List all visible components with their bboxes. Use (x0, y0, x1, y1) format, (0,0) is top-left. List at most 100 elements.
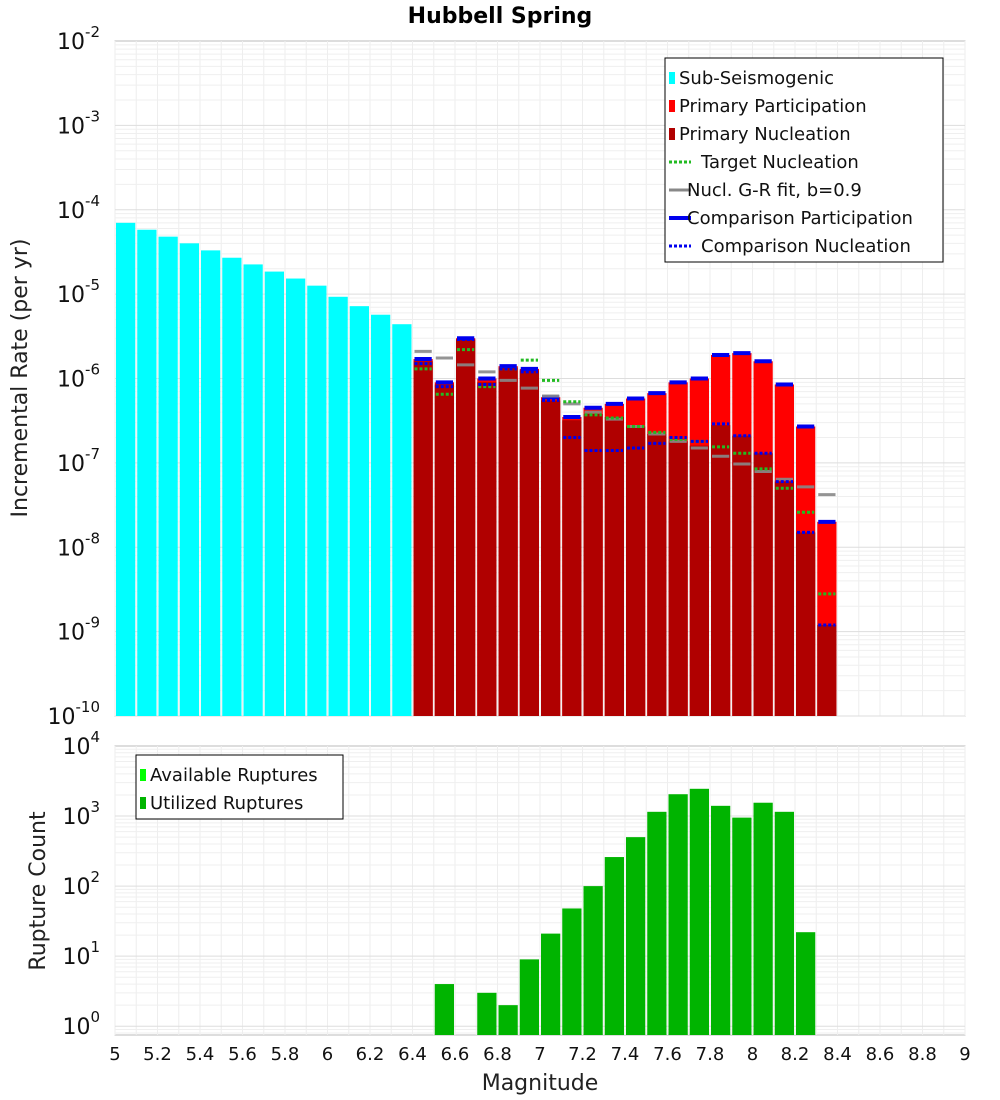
legend-item: Sub-Seismogenic (669, 68, 834, 89)
bar (583, 886, 603, 1035)
bar (562, 908, 582, 1035)
bar (307, 285, 327, 716)
legend-swatch (669, 72, 675, 84)
bar (668, 441, 688, 716)
x-tick-label: 5.6 (228, 1044, 257, 1065)
bar (541, 400, 561, 716)
legend-label: Sub-Seismogenic (679, 68, 834, 89)
x-tick-label: 8.6 (866, 1044, 895, 1065)
x-tick-label: 8.8 (908, 1044, 937, 1065)
top-bars (116, 222, 837, 717)
x-tick-label: 5.2 (143, 1044, 172, 1065)
y-tick-label: 10-9 (57, 614, 100, 646)
bar (668, 794, 688, 1035)
legend-item: Comparison Participation (669, 208, 913, 229)
bar (583, 413, 603, 716)
legend-label: Target Nucleation (700, 152, 859, 173)
bar (286, 278, 306, 716)
bar (519, 370, 539, 716)
x-tick-label: 7.6 (653, 1044, 682, 1065)
bar (264, 271, 284, 716)
bar (434, 384, 454, 716)
bar (456, 339, 476, 716)
x-tick-label: 9 (959, 1044, 970, 1065)
y-tick-label: 10-7 (57, 445, 100, 477)
legend-label: Primary Nucleation (679, 124, 851, 145)
top-y-ticks: 10-10 10-9 10-8 10-7 10-6 10-5 10-4 10-3 10-2 (48, 23, 101, 730)
x-tick-label: 7.4 (611, 1044, 640, 1065)
legend-swatch (669, 128, 675, 140)
x-tick-label: 6.2 (356, 1044, 385, 1065)
legend-item: Target Nucleation (669, 152, 859, 173)
bar (477, 992, 497, 1035)
y-tick-label: 10-2 (57, 23, 100, 55)
y-tick-label: 10-8 (57, 529, 100, 561)
y-tick-label: 10-10 (48, 698, 101, 730)
x-ticks: 5 5.2 5.4 5.6 5.8 6 6.2 6.4 6.6 6.8 7 7.2 7.4 7.6 7.8 8… (109, 1044, 970, 1065)
x-tick-label: 7.2 (568, 1044, 597, 1065)
top-legend: Sub-Seismogenic Primary Participation Prim… (664, 57, 944, 263)
bar (498, 367, 518, 716)
bar (137, 229, 157, 717)
bar (222, 257, 242, 716)
bar (477, 382, 497, 716)
bar (179, 243, 199, 717)
x-tick-label: 5.8 (271, 1044, 300, 1065)
x-tick-label: 6.8 (483, 1044, 512, 1065)
bar (392, 324, 412, 716)
x-tick-label: 6.6 (441, 1044, 470, 1065)
bar (796, 932, 816, 1035)
bar (328, 296, 348, 716)
bar (711, 805, 731, 1035)
legend-item: Comparison Nucleation (669, 236, 911, 257)
y-tick-label: 10-3 (57, 107, 100, 139)
bar (732, 817, 752, 1035)
y-tick-label: 10-4 (57, 192, 100, 224)
bottom-y-axis-label: Rupture Count (26, 811, 51, 971)
x-tick-label: 5 (109, 1044, 120, 1065)
legend-box (135, 754, 344, 820)
y-tick-label: 10-5 (57, 276, 100, 308)
bar (732, 435, 752, 716)
bar (626, 837, 646, 1035)
x-tick-label: 5.4 (186, 1044, 215, 1065)
y-tick-label: 104 (62, 728, 100, 760)
bar (711, 425, 731, 716)
bar (243, 264, 263, 716)
chart-title: Hubbell Spring (408, 4, 593, 29)
bar (201, 250, 221, 717)
bar (434, 984, 454, 1035)
bar (689, 788, 709, 1035)
x-tick-label: 8.4 (823, 1044, 852, 1065)
bar (817, 624, 837, 716)
legend-item: Available Ruptures (140, 765, 318, 786)
legend-label: Utilized Ruptures (150, 793, 303, 814)
legend-label: Nucl. G-R fit, b=0.9 (687, 180, 862, 201)
x-tick-label: 7.8 (696, 1044, 725, 1065)
top-marks (414, 336, 836, 627)
y-tick-label: 103 (62, 798, 100, 830)
incremental-rate-chart: 10-10 10-9 10-8 10-7 10-6 10-5 10-4 10-3 10-2 In… (8, 23, 966, 730)
legend-label: Comparison Participation (687, 208, 913, 229)
bar (796, 532, 816, 716)
legend-swatch (140, 797, 146, 809)
bar (116, 222, 136, 716)
bar (349, 306, 369, 716)
legend-item: Primary Participation (669, 96, 867, 117)
x-tick-label: 7 (534, 1044, 545, 1065)
bar (647, 433, 667, 716)
x-tick-label: 8.2 (781, 1044, 810, 1065)
bar (413, 361, 433, 716)
legend-item: Utilized Ruptures (140, 793, 303, 814)
y-tick-label: 100 (62, 1008, 100, 1040)
legend-item: Primary Nucleation (669, 124, 851, 145)
bar (626, 426, 646, 716)
bar (158, 236, 178, 716)
y-tick-label: 102 (62, 868, 100, 900)
bar (371, 314, 391, 716)
bottom-bars (434, 788, 816, 1035)
top-y-axis-label: Incremental Rate (per yr) (8, 239, 33, 518)
bar (774, 481, 794, 716)
legend-swatch (140, 769, 146, 781)
